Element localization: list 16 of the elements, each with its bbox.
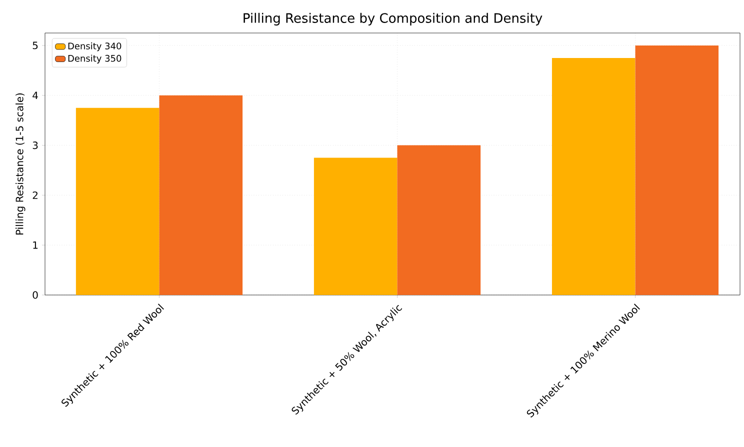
bar	[76, 108, 160, 295]
y-tick-label: 2	[32, 191, 38, 199]
bar	[635, 45, 719, 295]
bar	[552, 58, 636, 295]
bar	[397, 145, 481, 295]
legend-label: Density 340	[68, 42, 122, 52]
y-axis-title: Pilling Resistance (1-5 scale)	[16, 93, 26, 234]
chart-title: Pilling Resistance by Composition and Density	[244, 12, 542, 26]
legend-label: Density 350	[68, 54, 122, 64]
bar	[159, 95, 243, 295]
y-tick-label: 5	[32, 42, 38, 50]
y-tick-label: 0	[32, 291, 38, 299]
bar	[314, 158, 398, 295]
y-tick-label: 3	[32, 141, 38, 150]
y-tick-label: 4	[32, 92, 38, 100]
y-tick-label: 1	[33, 241, 38, 249]
